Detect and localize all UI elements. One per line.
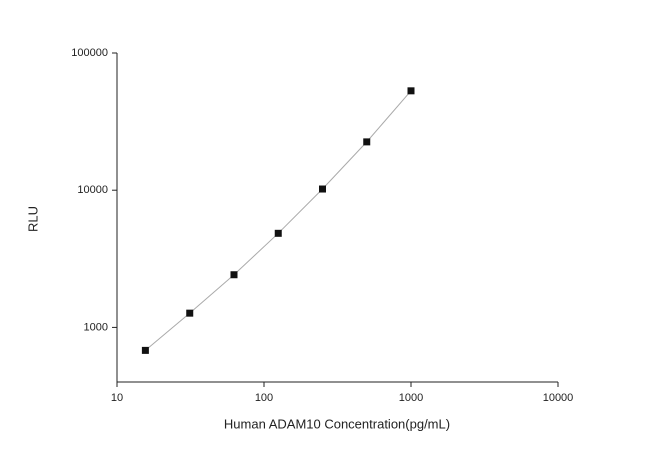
point (274, 229, 282, 237)
y-tick-label: 100000 (71, 47, 108, 59)
fit-line (145, 90, 412, 351)
x-tick-label: 10 (111, 392, 123, 404)
x-tick-label: 100 (255, 392, 273, 404)
x-axis-title: Human ADAM10 Concentration(pg/mL) (224, 416, 450, 431)
y-tick-label: 10000 (77, 184, 108, 196)
x-tick-label: 1000 (399, 392, 423, 404)
point (407, 87, 415, 95)
point (141, 346, 149, 354)
point (363, 138, 371, 146)
point (186, 309, 194, 317)
point (230, 271, 238, 279)
y-tick-label: 1000 (84, 321, 108, 333)
point (318, 185, 326, 193)
x-tick-label: 10000 (543, 392, 574, 404)
y-axis-title: RLU (25, 206, 40, 232)
